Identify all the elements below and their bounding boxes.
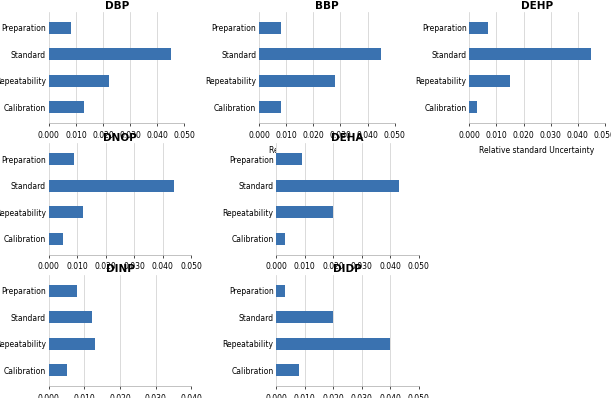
Bar (49, 101, 84, 113)
Bar (49, 338, 95, 349)
Bar (259, 49, 381, 60)
X-axis label: Relative standard Uncertainty: Relative standard Uncertainty (59, 146, 174, 154)
Bar (49, 49, 171, 60)
Bar (259, 22, 281, 34)
Title: DEHA: DEHA (331, 133, 364, 142)
Bar (469, 75, 510, 87)
X-axis label: Relative standard Uncertainty: Relative standard Uncertainty (290, 277, 405, 286)
Bar (49, 22, 71, 34)
Bar (276, 285, 285, 297)
Title: DINP: DINP (106, 264, 134, 274)
X-axis label: Relative standard Uncertainty: Relative standard Uncertainty (480, 146, 595, 154)
Bar (49, 233, 63, 245)
Bar (259, 75, 335, 87)
Bar (259, 101, 281, 113)
Bar (49, 180, 174, 192)
Bar (276, 153, 302, 165)
Bar (49, 206, 83, 218)
Bar (469, 101, 477, 113)
Title: BBP: BBP (315, 1, 338, 11)
Bar (276, 206, 333, 218)
Bar (469, 22, 488, 34)
Bar (49, 364, 67, 376)
Bar (469, 49, 591, 60)
X-axis label: Relative standard Uncertainty: Relative standard Uncertainty (269, 146, 384, 154)
Title: DBP: DBP (104, 1, 129, 11)
Bar (49, 75, 109, 87)
Bar (49, 285, 78, 297)
Bar (276, 338, 390, 349)
Bar (49, 153, 75, 165)
Title: DNOP: DNOP (103, 133, 137, 142)
Bar (276, 311, 333, 323)
Bar (49, 311, 92, 323)
Bar (276, 233, 285, 245)
Title: DIDP: DIDP (333, 264, 362, 274)
Bar (276, 364, 299, 376)
Title: DEHP: DEHP (521, 1, 553, 11)
Bar (276, 180, 398, 192)
X-axis label: Relative standard Uncertainty: Relative standard Uncertainty (62, 277, 178, 286)
